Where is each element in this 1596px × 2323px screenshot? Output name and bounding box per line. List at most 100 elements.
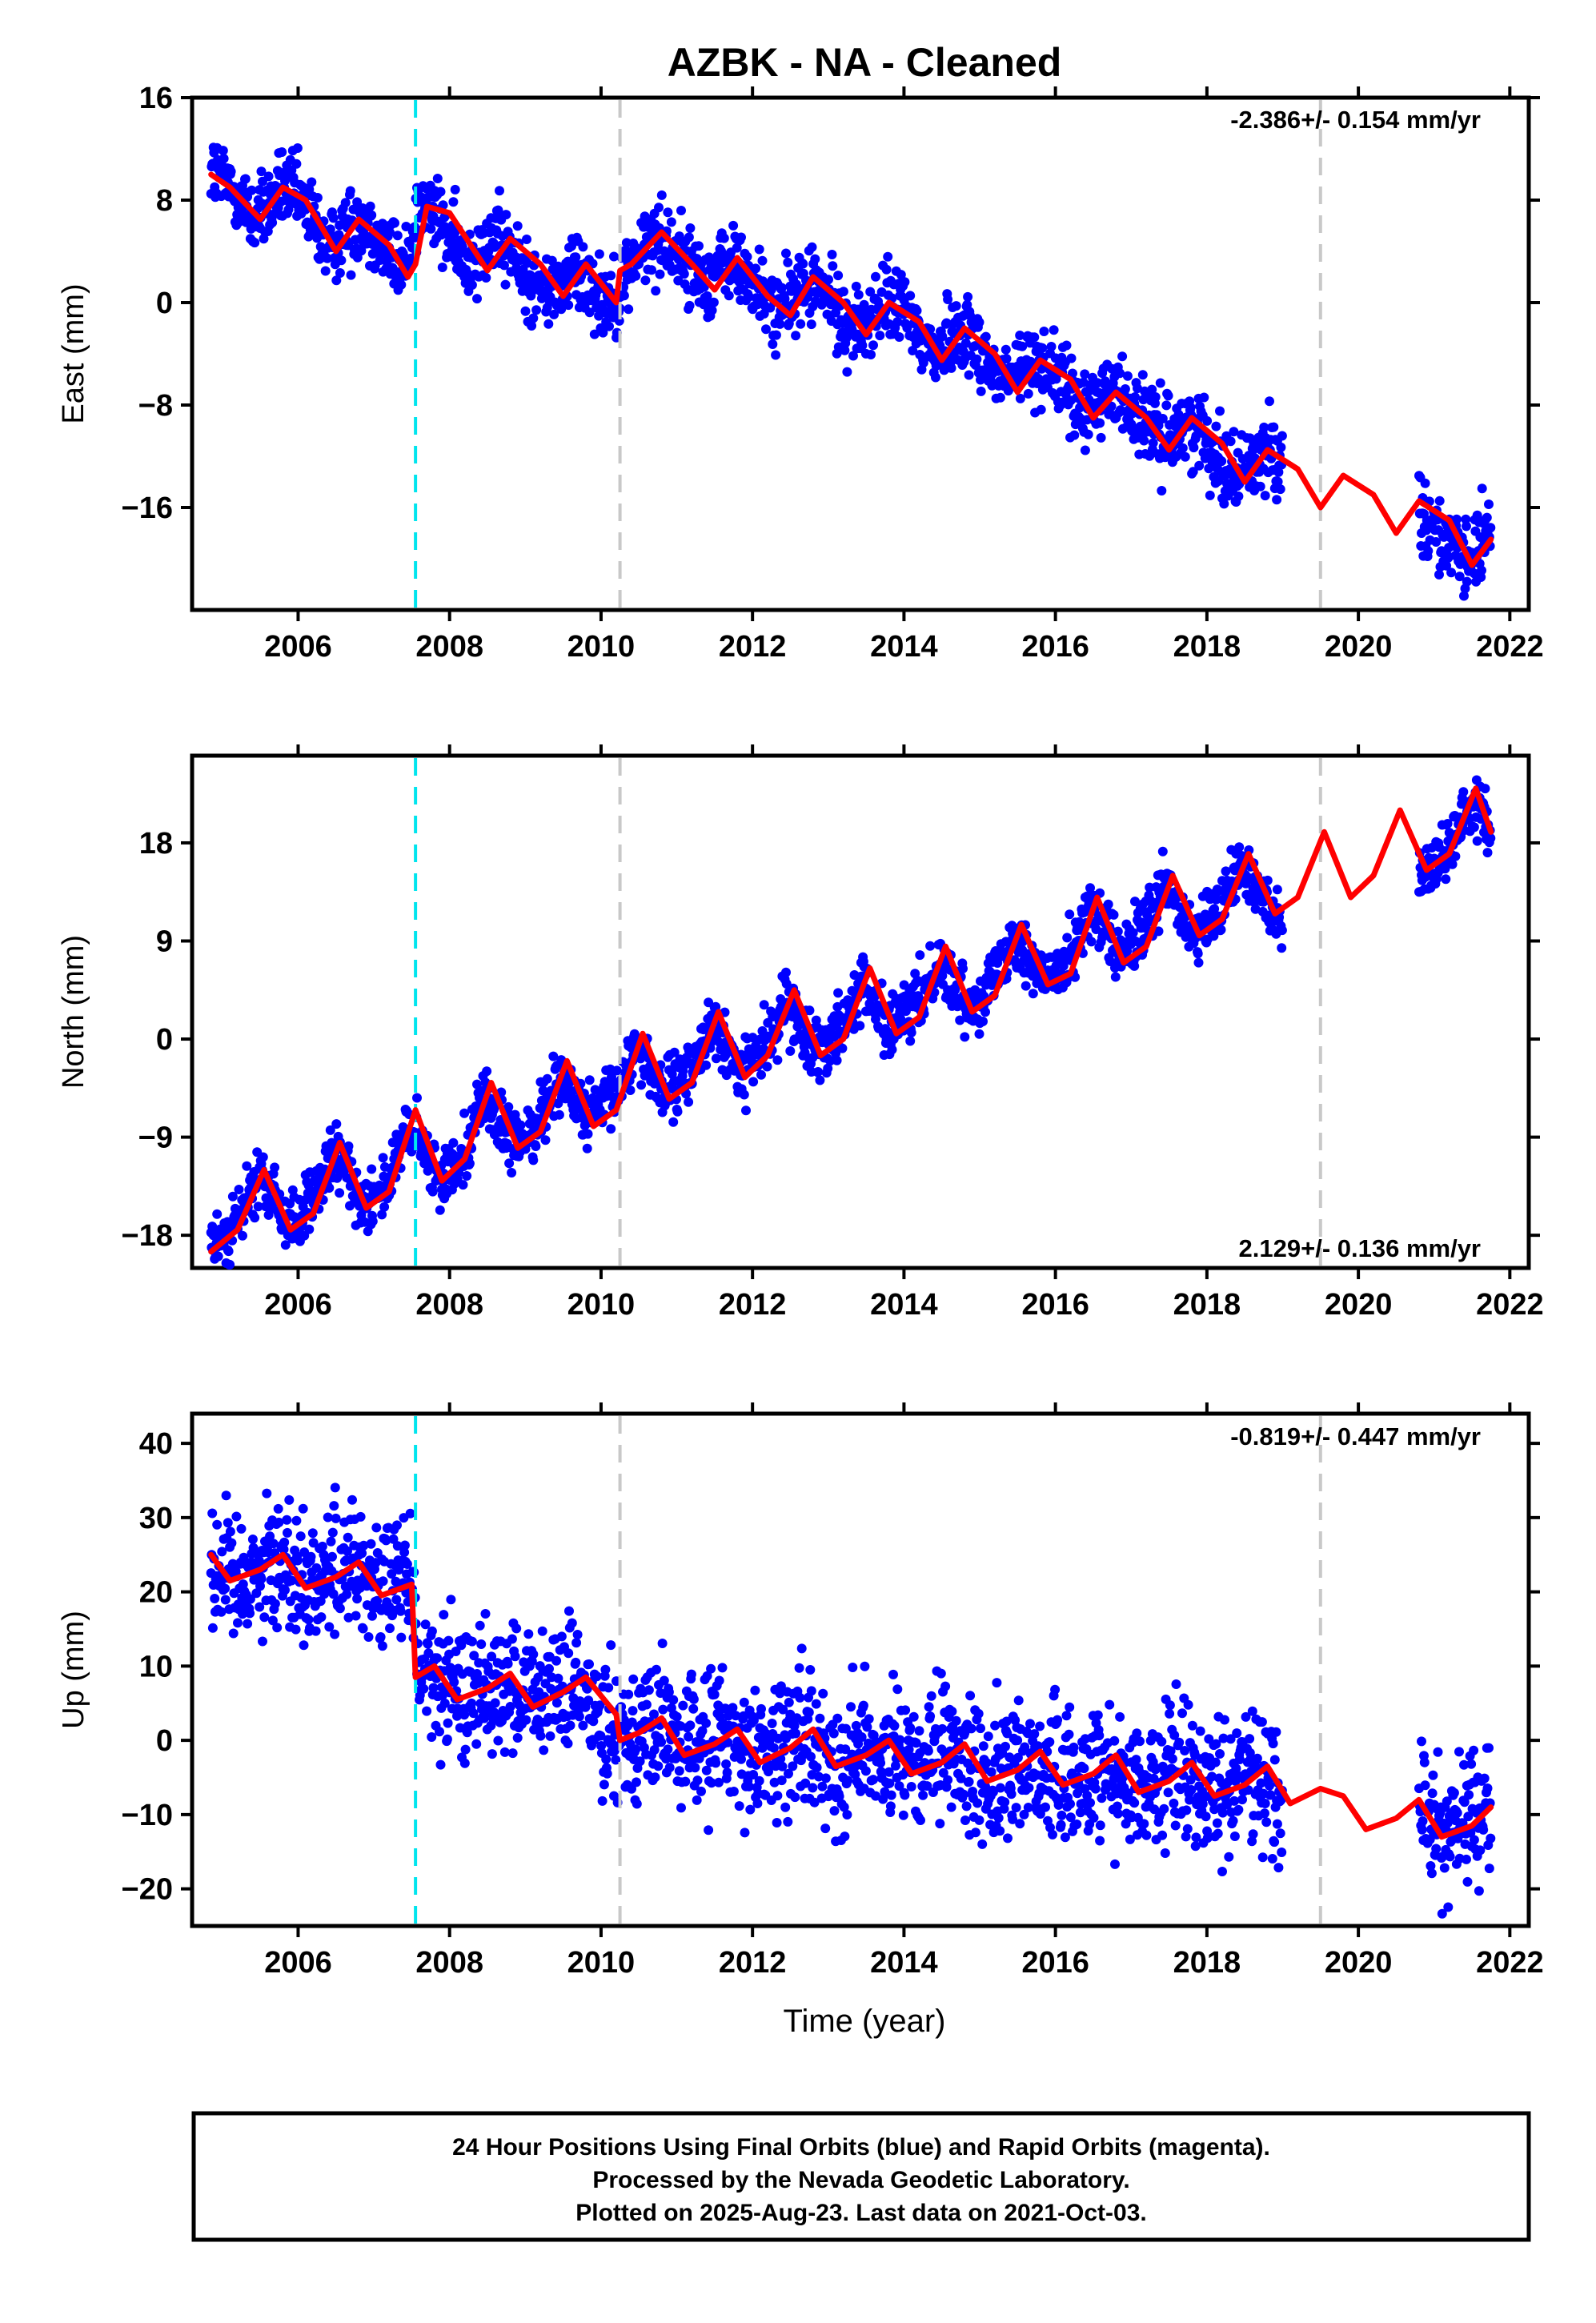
data-point (589, 329, 600, 339)
data-point (741, 1105, 751, 1116)
data-point (1062, 933, 1073, 943)
data-point (960, 338, 971, 348)
plot-frame (190, 95, 1531, 612)
data-point (709, 1689, 720, 1699)
data-point (651, 286, 661, 296)
data-point (866, 350, 876, 359)
data-point (225, 1259, 235, 1270)
data-point (754, 244, 764, 255)
data-point (664, 1763, 675, 1773)
x-tick-label: 2008 (415, 630, 483, 664)
data-point (1157, 846, 1168, 857)
data-point (207, 1623, 218, 1633)
x-tick-label: 2012 (719, 1288, 787, 1322)
data-point (307, 177, 317, 187)
data-point (840, 345, 850, 355)
data-point (906, 1027, 916, 1037)
data-point (818, 1688, 828, 1699)
data-point (499, 260, 509, 271)
x-tick-label: 2022 (1476, 630, 1544, 664)
data-point (347, 1495, 357, 1505)
data-point (247, 1535, 258, 1544)
data-point (480, 1609, 491, 1619)
x-tick-label: 2018 (1173, 630, 1241, 664)
data-point (507, 1748, 518, 1759)
data-point (250, 1213, 260, 1223)
data-point (325, 224, 335, 235)
data-point (1202, 415, 1213, 426)
data-point (571, 1657, 581, 1667)
data-point (306, 1551, 316, 1562)
data-point (812, 1763, 822, 1772)
data-point (688, 1694, 699, 1704)
data-point (512, 1733, 523, 1743)
data-point (668, 1117, 679, 1127)
data-point (221, 1490, 231, 1501)
data-point (719, 233, 729, 243)
data-point (277, 147, 287, 157)
data-point (783, 257, 793, 267)
data-point (609, 251, 619, 262)
data-point (843, 1775, 853, 1786)
data-point (815, 1075, 825, 1085)
data-point (772, 1791, 783, 1801)
data-point (363, 1632, 374, 1642)
data-point (1080, 369, 1090, 379)
data-point (1477, 483, 1487, 494)
data-point (736, 232, 746, 243)
data-point (631, 1744, 641, 1755)
data-point (666, 217, 676, 227)
data-point (804, 1707, 814, 1718)
data-point (672, 1711, 682, 1722)
data-point (270, 1599, 280, 1609)
data-point (647, 265, 656, 275)
data-point (905, 291, 916, 301)
x-tick-label: 2012 (719, 630, 787, 664)
x-tick-label: 2006 (264, 1288, 332, 1322)
data-point (855, 1021, 865, 1031)
data-point (652, 1664, 661, 1675)
data-point (1188, 467, 1198, 477)
data-point (432, 174, 443, 183)
data-point (489, 242, 499, 252)
data-point (543, 319, 554, 329)
data-point (395, 1606, 406, 1616)
data-point (392, 231, 403, 241)
data-point (279, 1537, 290, 1547)
data-point (943, 295, 953, 304)
data-point (848, 1663, 858, 1672)
data-point (1459, 591, 1469, 601)
data-point (1021, 981, 1031, 991)
data-point (768, 339, 778, 349)
data-point (1217, 456, 1227, 467)
data-point (714, 1675, 724, 1686)
data-point (306, 227, 316, 238)
data-point (1083, 429, 1093, 439)
data-point (567, 241, 576, 251)
data-point (427, 1626, 437, 1636)
data-point (868, 1775, 878, 1785)
data-point (490, 1698, 500, 1708)
model-line (208, 785, 1494, 1255)
data-point (259, 1612, 270, 1623)
data-point (784, 1697, 794, 1707)
data-point (827, 250, 837, 259)
data-point (806, 319, 816, 330)
data-point (544, 1663, 554, 1674)
data-point (298, 1503, 308, 1514)
data-point (767, 1719, 777, 1728)
data-point (641, 1699, 652, 1710)
data-point (1103, 899, 1113, 909)
data-point (371, 1523, 382, 1533)
data-point (796, 319, 806, 329)
data-point (336, 255, 347, 266)
data-point (846, 1702, 856, 1712)
data-point (892, 317, 903, 327)
data-point (312, 193, 323, 203)
data-point (668, 1695, 679, 1705)
data-point (556, 1631, 567, 1642)
data-point (435, 1759, 446, 1770)
data-point (761, 324, 771, 335)
x-tick-label: 2018 (1173, 1288, 1241, 1322)
